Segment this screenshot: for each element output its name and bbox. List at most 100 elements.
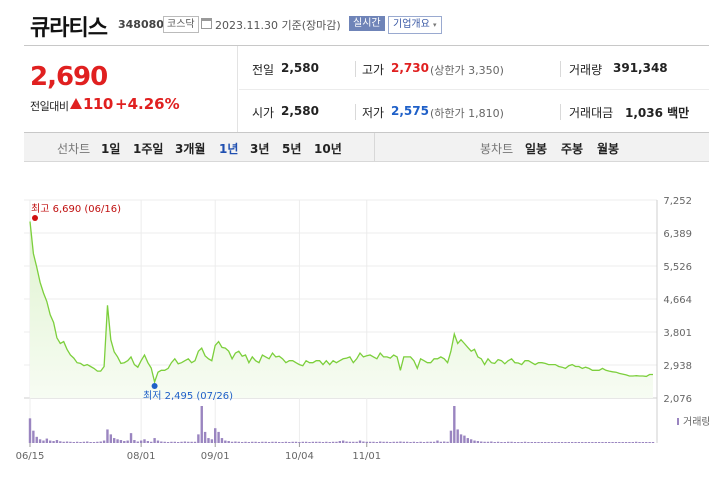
volume-bar: [554, 442, 557, 443]
x-axis-ticks: 06/15 08/01 09/01 10/04 11/01: [16, 443, 381, 462]
volume-bar: [513, 442, 517, 443]
volume-bar: [540, 442, 544, 443]
volume-bar: [96, 441, 99, 443]
prev-close-value: 2,580: [281, 61, 319, 75]
volume-bar: [150, 441, 153, 443]
y-tick-label: 7,252: [663, 196, 692, 207]
volume-bar: [291, 441, 294, 443]
volume-bar: [325, 441, 328, 443]
volume-bar: [372, 441, 375, 443]
volume-bar: [143, 439, 146, 443]
tab-1y[interactable]: 1년: [219, 142, 239, 156]
volume-bar: [311, 441, 315, 443]
volume-bar: [200, 406, 203, 443]
volume-bar: [530, 442, 533, 443]
volume-bar: [301, 441, 304, 443]
y-tick-label: 3,801: [663, 328, 692, 339]
volume-bar: [480, 441, 483, 443]
company-info-dropdown[interactable]: 기업개요 ▾: [388, 16, 442, 34]
volume-bar: [156, 440, 160, 443]
volume-bars: [28, 406, 679, 443]
volume-bar: [560, 442, 564, 443]
volume-bar: [52, 441, 55, 443]
volume-bar: [193, 441, 197, 443]
volume-bar: [426, 441, 429, 443]
volume-bar: [160, 441, 163, 443]
volume-bar: [126, 440, 129, 443]
volume-bar: [392, 441, 395, 443]
volume-bar: [335, 441, 338, 443]
volume-bar: [153, 438, 156, 443]
y-axis-ticks: 7,252 6,389 5,526 4,664 3,801 2,938 2,076: [663, 196, 692, 405]
volume-bar: [321, 442, 325, 443]
volume-bar: [368, 441, 372, 443]
volume-bar: [544, 442, 547, 443]
volume-bar: [621, 442, 624, 443]
price-area: [29, 221, 653, 398]
price-chart[interactable]: 7,252 6,389 5,526 4,664 3,801 2,938 2,076 최고 6…: [0, 190, 709, 496]
chart-grid: [24, 199, 658, 443]
high-point-marker: [32, 215, 38, 221]
volume-bar: [35, 436, 38, 443]
volume-bar: [315, 441, 318, 443]
y-tick-label: 5,526: [663, 262, 692, 273]
volume-bar: [49, 440, 52, 443]
volume-bar: [439, 441, 443, 443]
volume-bar: [224, 440, 227, 443]
tab-daily[interactable]: 일봉: [525, 142, 548, 156]
tab-3m[interactable]: 3개월: [175, 142, 206, 156]
quote-panel: 2,690 전일대비 110 +4.26% 전일 2,580 고가 2,730 …: [24, 45, 709, 133]
tab-1d[interactable]: 1일: [101, 142, 121, 156]
volume-bar: [79, 442, 82, 443]
volume-bar: [261, 441, 264, 443]
lower-limit: (하한가 1,810): [430, 107, 504, 120]
volume-bar: [146, 441, 150, 443]
volume-bar: [628, 442, 631, 443]
volume-bar: [328, 442, 331, 443]
volume-bar: [210, 439, 214, 443]
volume-bar: [631, 442, 634, 443]
volume-bar: [446, 441, 449, 443]
tab-10y[interactable]: 10년: [314, 142, 342, 156]
volume-bar: [389, 442, 392, 443]
tab-weekly[interactable]: 주봉: [561, 142, 584, 156]
volume-bar: [42, 440, 45, 443]
volume-bar: [203, 431, 207, 443]
volume-bar: [308, 442, 311, 443]
volume-bar: [170, 441, 173, 443]
volume-bar: [75, 441, 79, 443]
volume-bar: [106, 429, 109, 443]
volume-bar: [112, 438, 116, 443]
tab-3y[interactable]: 3년: [250, 142, 270, 156]
volume-bar: [254, 441, 257, 443]
volume-bar: [416, 442, 419, 443]
volume-label: 거래량: [683, 416, 709, 428]
volume-bar: [581, 442, 584, 443]
volume-bar: [180, 441, 183, 443]
volume-bar: [32, 430, 35, 443]
realtime-button[interactable]: 실시간: [349, 16, 385, 31]
x-tick-label: 10/04: [285, 451, 314, 462]
price-line: [29, 221, 653, 385]
line-chart-title: 선차트: [57, 142, 91, 156]
volume-bar: [409, 442, 412, 443]
volume-bar: [244, 441, 247, 443]
chevron-down-icon: ▾: [433, 21, 437, 29]
tab-monthly[interactable]: 월봉: [597, 142, 620, 156]
tab-5y[interactable]: 5년: [282, 142, 302, 156]
volume-bar: [257, 442, 261, 443]
volume-bar: [405, 441, 409, 443]
volume-bar: [624, 442, 628, 443]
volume-bar: [463, 435, 466, 443]
volume-bar: [651, 442, 655, 443]
volume-bar: [611, 442, 614, 443]
candle-chart-title: 봉차트: [480, 142, 514, 156]
market-badge: 코스닥: [163, 16, 199, 33]
volume-bar: [267, 442, 271, 443]
volume-bar: [82, 441, 86, 443]
volume-bar: [449, 430, 453, 443]
volume-bar: [288, 442, 291, 443]
volume-bar: [119, 440, 123, 443]
tab-1w[interactable]: 1주일: [133, 142, 164, 156]
volume-bar: [109, 434, 113, 443]
